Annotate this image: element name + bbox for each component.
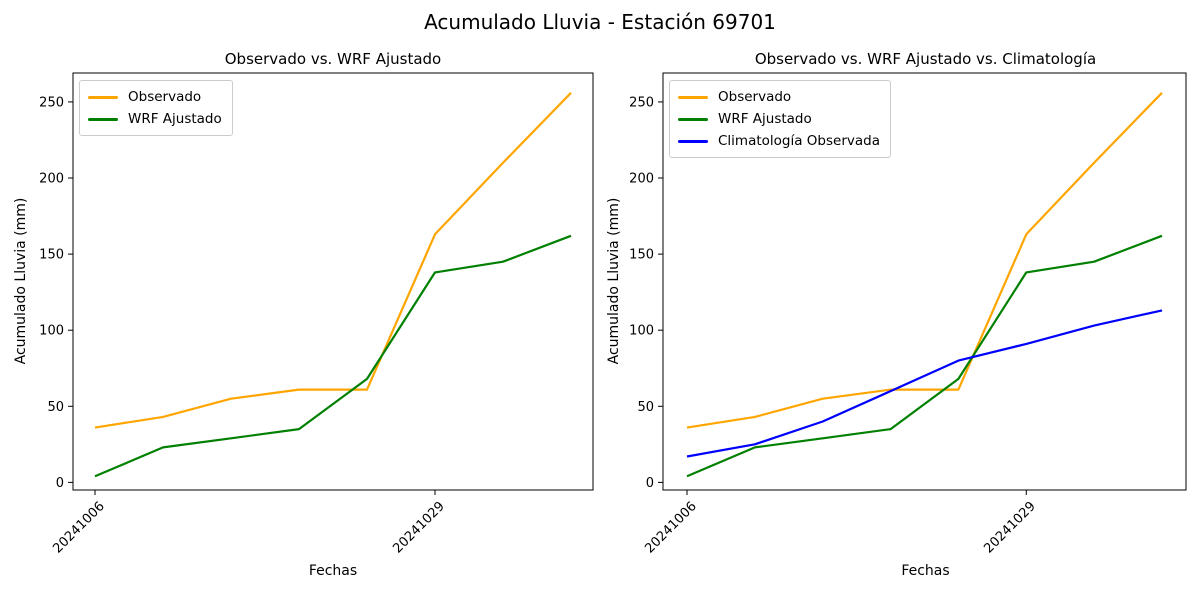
figure-title: Acumulado Lluvia - Estación 69701 xyxy=(424,10,776,34)
chart-left-ylabel: Acumulado Lluvia (mm) xyxy=(13,197,29,365)
legend-item: Observado xyxy=(88,86,222,108)
legend-item: WRF Ajustado xyxy=(678,108,880,130)
y-tick-label: 200 xyxy=(629,172,654,187)
series-line-climatolog-a-observada xyxy=(686,309,1163,458)
legend-label: Climatología Observada xyxy=(718,133,880,149)
legend-line-swatch xyxy=(678,139,708,143)
series-line-wrf-ajustado xyxy=(686,234,1163,478)
legend-item: Observado xyxy=(678,86,880,108)
legend-line-swatch xyxy=(678,95,708,99)
series-line-observado xyxy=(686,92,1163,429)
series-line-observado xyxy=(94,92,572,429)
y-tick-label: 50 xyxy=(637,400,654,415)
chart-left-legend: Observado WRF Ajustado xyxy=(79,80,233,136)
legend-label: WRF Ajustado xyxy=(718,111,812,127)
chart-right-ylabel: Acumulado Lluvia (mm) xyxy=(606,197,622,365)
chart-left-xlabel: Fechas xyxy=(308,563,358,579)
chart-right-legend: Observado WRF Ajustado Climatología Observ… xyxy=(669,80,891,158)
chart-right-xlabel: Fechas xyxy=(901,563,950,579)
y-tick-label: 0 xyxy=(56,476,64,491)
plot-border xyxy=(72,72,594,491)
chart-left-title: Observado vs. WRF Ajustado xyxy=(224,50,442,68)
chart-right-title: Observado vs. WRF Ajustado vs. Climatolo… xyxy=(754,50,1097,68)
legend-item: WRF Ajustado xyxy=(88,108,222,130)
legend-item: Climatología Observada xyxy=(678,130,880,152)
y-tick-label: 250 xyxy=(39,95,64,110)
y-tick-label: 0 xyxy=(646,476,654,491)
legend-label: Observado xyxy=(128,89,202,105)
legend-line-swatch xyxy=(88,95,118,99)
legend-line-swatch xyxy=(678,117,708,121)
y-tick-label: 200 xyxy=(39,172,64,187)
legend-label: Observado xyxy=(718,89,792,105)
y-tick-label: 100 xyxy=(39,324,64,339)
plot-border xyxy=(662,72,1187,491)
y-tick-label: 250 xyxy=(629,95,654,110)
legend-label: WRF Ajustado xyxy=(128,111,222,127)
y-tick-label: 50 xyxy=(47,400,64,415)
y-tick-label: 100 xyxy=(629,324,654,339)
y-tick-label: 150 xyxy=(629,248,654,263)
y-tick-label: 150 xyxy=(39,248,64,263)
legend-line-swatch xyxy=(88,117,118,121)
series-line-wrf-ajustado xyxy=(94,234,572,478)
